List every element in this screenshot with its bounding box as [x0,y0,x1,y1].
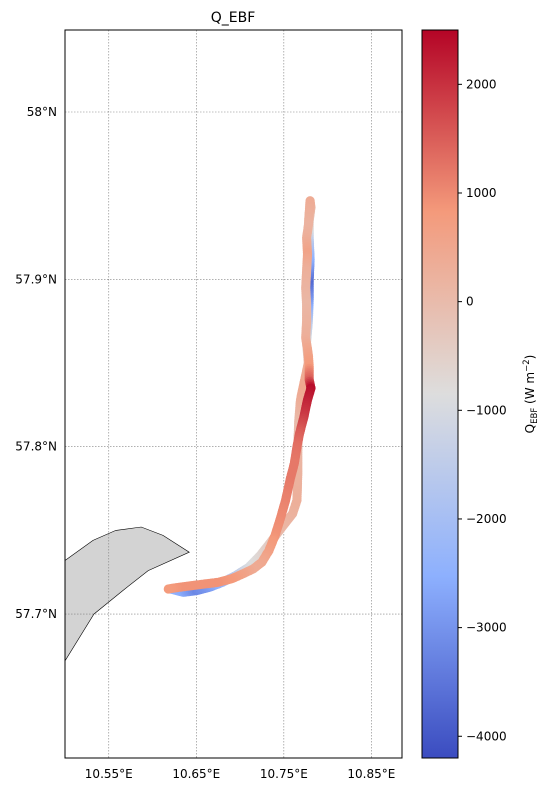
map-frame [64,29,403,759]
colorbar-ticks: 2000 1000 0 −1000 −2000 −3000 −4000 [458,77,507,743]
colorbar-label: QEBF (W m−2) [522,355,540,434]
colorbar-tick-label: 0 [466,295,474,309]
track-point [163,584,173,594]
colorbar-frame [421,29,459,759]
map-background [65,30,402,758]
colorbar-label-exponent: −2 [522,359,532,372]
colorbar-tick-label: −1000 [466,403,507,417]
map-title: Q_EBF [211,10,256,26]
map-axes: 10.55°E 10.65°E 10.75°E 10.85°E 58°N 57.9°N 57… [15,29,403,781]
colorbar-label-subscript: EBF [530,408,540,424]
colorbar: 2000 1000 0 −1000 −2000 −3000 −4000 QEBF (W m−… [421,29,540,759]
x-tick-label: 10.65°E [172,767,220,781]
colorbar-tick-label: −4000 [466,729,507,743]
y-tick-label: 57.7°N [15,607,57,621]
colorbar-label-symbol: Q [523,424,537,433]
colorbar-gradient [422,30,458,758]
colorbar-tick-label: 2000 [466,77,497,91]
y-tick-label: 58°N [27,105,57,119]
land-polygon [64,526,190,662]
x-tick-label: 10.85°E [347,767,395,781]
colorbar-label-units: (W m [523,372,537,404]
colorbar-tick-label: −3000 [466,621,507,635]
colorbar-label-close: ) [523,355,537,360]
x-tick-label: 10.55°E [85,767,133,781]
gridlines [65,30,402,758]
track-layer [163,196,316,597]
land-layer [64,526,190,662]
axis-ticks: 10.55°E 10.65°E 10.75°E 10.85°E 58°N 57.9°N 57… [15,105,395,781]
colorbar-tick-label: 1000 [466,186,497,200]
y-tick-label: 57.9°N [15,272,57,286]
x-tick-label: 10.75°E [260,767,308,781]
colorbar-tick-label: −2000 [466,512,507,526]
y-tick-label: 57.8°N [15,440,57,454]
